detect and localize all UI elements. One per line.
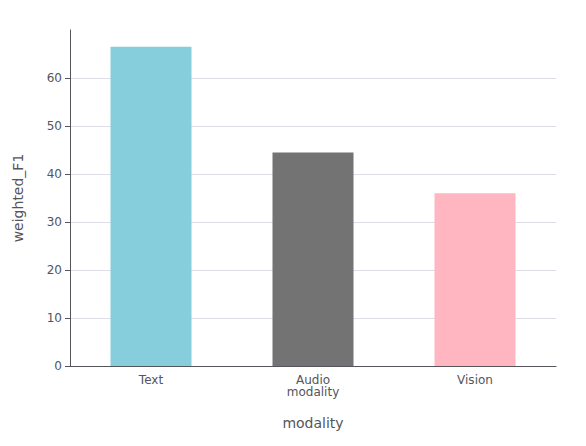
svg-text:Vision: Vision <box>457 373 493 387</box>
svg-text:50: 50 <box>47 119 62 133</box>
svg-text:40: 40 <box>47 167 62 181</box>
svg-text:60: 60 <box>47 71 62 85</box>
svg-text:0: 0 <box>54 359 62 373</box>
svg-text:modality: modality <box>282 415 343 431</box>
svg-text:modality: modality <box>287 385 339 399</box>
svg-text:Audio: Audio <box>295 373 331 387</box>
svg-text:30: 30 <box>47 215 62 229</box>
svg-text:weighted_F1: weighted_F1 <box>10 154 26 243</box>
svg-text:10: 10 <box>47 311 62 325</box>
svg-text:20: 20 <box>47 263 62 277</box>
svg-text:Text: Text <box>138 373 164 387</box>
